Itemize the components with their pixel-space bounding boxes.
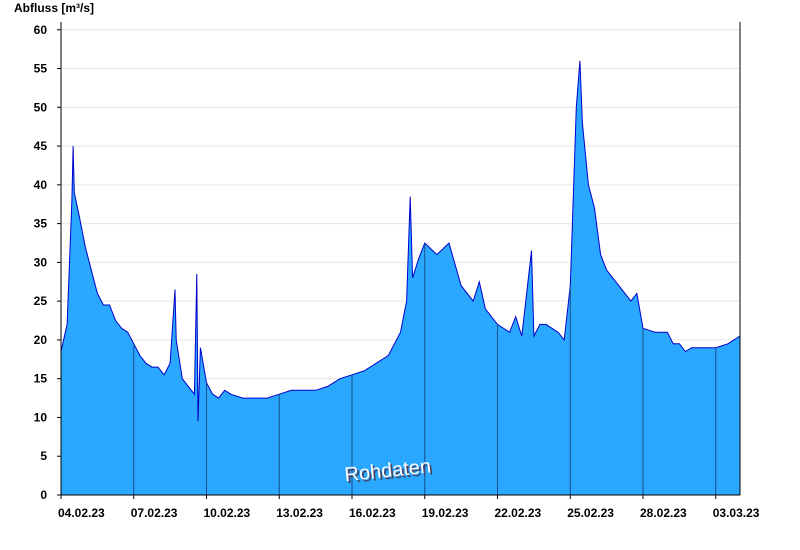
x-tick-label: 22.02.23 — [495, 506, 542, 520]
y-tick-label: 0 — [40, 488, 47, 502]
x-tick-label: 19.02.23 — [422, 506, 469, 520]
x-tick-label: 07.02.23 — [131, 506, 178, 520]
y-tick-label: 15 — [34, 372, 48, 386]
y-tick-label: 5 — [40, 449, 47, 463]
y-tick-label: 55 — [34, 62, 48, 76]
area — [61, 60, 740, 496]
y-tick-label: 10 — [34, 410, 48, 424]
x-tick-label: 28.02.23 — [640, 506, 687, 520]
x-tick-label: 16.02.23 — [349, 506, 396, 520]
x-tick-label: 03.03.23 — [713, 506, 760, 520]
y-tick-label: 30 — [34, 255, 48, 269]
y-axis-label: Abfluss [m³/s] — [14, 1, 94, 15]
y-tick-label: 45 — [34, 139, 48, 153]
y-tick-label: 50 — [34, 100, 48, 114]
y-tick-label: 25 — [34, 294, 48, 308]
x-tick-label: 25.02.23 — [567, 506, 614, 520]
y-tick-label: 60 — [34, 23, 48, 37]
x-tick-label: 04.02.23 — [58, 506, 105, 520]
x-tick-label: 10.02.23 — [204, 506, 251, 520]
line — [60, 60, 741, 422]
y-tick-label: 40 — [34, 178, 48, 192]
x-tick-label: 13.02.23 — [276, 506, 323, 520]
y-tick-label: 35 — [34, 217, 48, 231]
y-tick-label: 20 — [34, 333, 48, 347]
